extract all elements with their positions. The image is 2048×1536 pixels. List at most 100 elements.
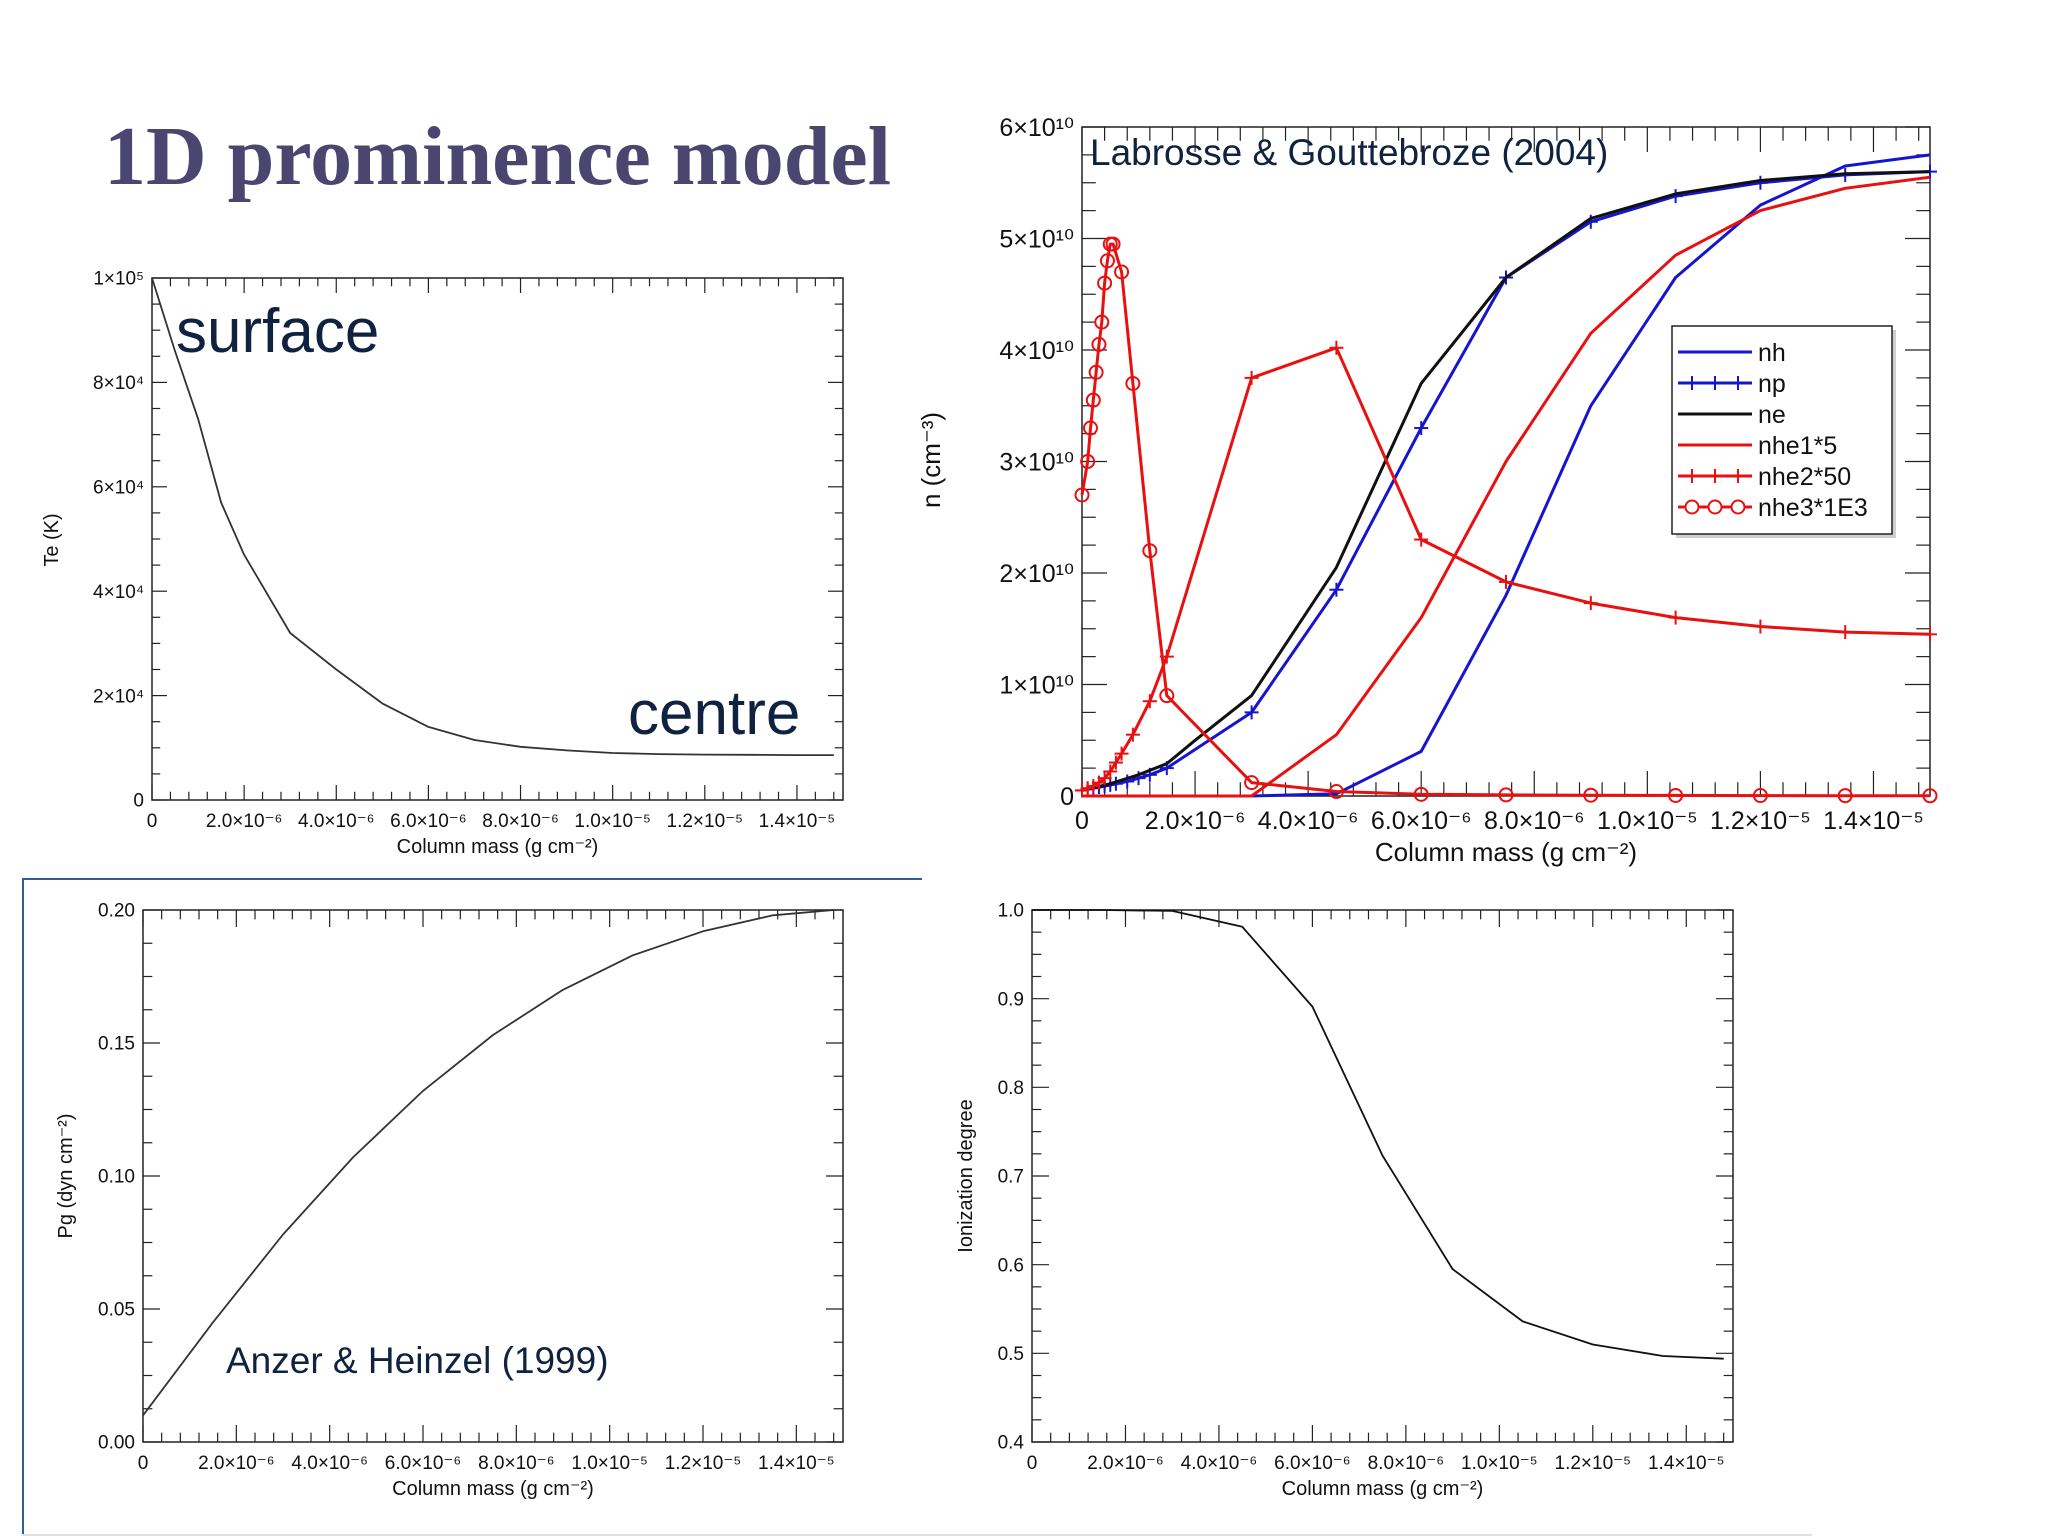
ionization-y-tick-label: 0.8	[998, 1078, 1024, 1099]
densities-x-tick-label: 6.0×10⁻⁶	[1371, 807, 1472, 835]
densities-series-nhe3*1E3-point	[1094, 314, 1110, 330]
densities-y-tick-label: 2×10¹⁰	[999, 560, 1074, 588]
temperature-x-tick-label: 8.0×10⁻⁶	[482, 811, 559, 832]
section-frame	[22, 878, 922, 1536]
temperature-y-tick-label: 0	[133, 791, 144, 812]
densities-x-tick-label: 1.2×10⁻⁵	[1710, 807, 1811, 835]
densities-series-nhe1*5-line	[1082, 175, 1931, 798]
annotation-anzer-heinzel: Anzer & Heinzel (1999)	[226, 1340, 609, 1381]
densities-series-nhe3*1E3-point	[1413, 786, 1429, 802]
densities-series-nhe2*50-point	[1244, 370, 1259, 385]
legend-item-np: np	[1678, 370, 1786, 398]
densities-y-tick-label: 6×10¹⁰	[999, 114, 1074, 142]
densities-series-nhe3*1E3-point	[1244, 775, 1260, 791]
legend-label-nh: nh	[1758, 339, 1786, 367]
temperature-series-0-line	[151, 277, 834, 756]
densities-series-nhe3*1E3-point	[1088, 364, 1104, 380]
densities-series-nhe3*1E3-point	[1837, 788, 1853, 804]
densities-series-nhe2*50-point	[1583, 596, 1598, 611]
ionization-x-tick-label: 1.0×10⁻⁵	[1461, 1453, 1538, 1474]
legend-label-nhe1*5: nhe1*5	[1758, 432, 1837, 460]
annotation-surface: surface	[176, 297, 379, 366]
bottom-rule	[22, 1534, 1812, 1536]
densities-series-nhe3*1E3-line	[1080, 242, 1931, 798]
temperature-x-tick-label: 2.0×10⁻⁶	[206, 811, 283, 832]
temperature-y-tick-label: 2×10⁴	[93, 686, 144, 707]
ionization-y-tick-label: 0.5	[998, 1344, 1024, 1365]
densities-series-nhe3*1E3-point	[1082, 420, 1098, 436]
densities-series-nhe2*50-point	[1125, 727, 1140, 742]
pressure-x-tick-label: 2.0×10⁻⁶	[198, 1453, 275, 1474]
ionization-y-axis-label: Ionization degree	[955, 1099, 977, 1252]
densities-series-nhe2*50-point	[1414, 532, 1429, 547]
temperature-x-tick-label: 6.0×10⁻⁶	[390, 811, 467, 832]
densities-series-nhe2*50-point	[1108, 755, 1123, 770]
pressure-y-tick-label: 0.05	[98, 1300, 135, 1321]
densities-series-nhe3*1E3-point	[1668, 787, 1684, 803]
ionization-y-tick-label: 0.7	[998, 1167, 1024, 1188]
densities-series-nhe2*50-point	[1499, 574, 1513, 589]
densities-x-tick-label: 4.0×10⁻⁶	[1258, 807, 1359, 835]
densities-x-axis-label: Column mass (g cm⁻²)	[1375, 837, 1637, 867]
ionization-x-axis-label: Column mass (g cm⁻²)	[1282, 1478, 1484, 1500]
densities-series-ne-line	[1081, 170, 1931, 792]
legend-label-ne: ne	[1758, 401, 1786, 429]
pressure-x-axis-label: Column mass (g cm⁻²)	[392, 1478, 594, 1500]
pressure-y-tick-label: 0.15	[98, 1034, 135, 1055]
legend-label-nhe2*50: nhe2*50	[1758, 463, 1851, 491]
legend-label-nhe3*1E3: nhe3*1E3	[1758, 494, 1868, 522]
temperature-y-tick-label: 4×10⁴	[93, 582, 144, 603]
densities-x-tick-label: 0	[1075, 807, 1089, 835]
densities-series-nhe3*1E3-point	[1328, 784, 1344, 800]
ionization-x-tick-label: 6.0×10⁻⁶	[1274, 1453, 1351, 1474]
densities-series-nhe2*50-point	[1753, 619, 1768, 634]
temperature-y-tick-label: 8×10⁴	[93, 373, 144, 394]
slide-title: 1D prominence model	[104, 110, 892, 203]
temperature-x-tick-label: 1.0×10⁻⁵	[574, 811, 651, 832]
legend-item-nhe3*1E3: nhe3*1E3	[1678, 494, 1868, 522]
ionization-x-tick-label: 2.0×10⁻⁶	[1087, 1453, 1164, 1474]
densities-y-tick-label: 0	[1060, 783, 1074, 811]
temperature-x-tick-label: 1.2×10⁻⁵	[667, 811, 744, 832]
densities-series-np-point	[1414, 421, 1429, 436]
densities-series-nhe3*1E3-point	[1085, 392, 1101, 408]
densities-series-nhe3*1E3-point	[1752, 788, 1768, 804]
ionization-plot-frame	[1031, 909, 1734, 1443]
densities-series-np-point	[1329, 582, 1344, 597]
ionization-x-tick-label: 1.4×10⁻⁵	[1648, 1453, 1725, 1474]
densities-series-nhe3*1E3-point	[1091, 336, 1107, 352]
densities-series-nhe3*1E3-point	[1099, 253, 1115, 269]
pressure-x-tick-label: 0	[138, 1453, 149, 1474]
density-legend: nh np ne nhe1*5 nhe2*50 nhe3*1E3	[1671, 325, 1896, 538]
ionization-x-tick-label: 4.0×10⁻⁶	[1181, 1453, 1258, 1474]
densities-series-nhe3*1E3-point	[1080, 454, 1096, 469]
densities-series-nhe3*1E3-point	[1114, 264, 1130, 280]
densities-series-nhe2*50-point	[1142, 694, 1157, 709]
densities-x-tick-label: 1.4×10⁻⁵	[1823, 807, 1924, 835]
pressure-x-tick-label: 6.0×10⁻⁶	[385, 1453, 462, 1474]
pressure-y-tick-label: 0.20	[98, 901, 135, 922]
density-legend-box	[1671, 325, 1893, 535]
densities-x-tick-label: 1.0×10⁻⁵	[1597, 807, 1698, 835]
pressure-y-tick-label: 0.00	[98, 1433, 135, 1454]
temperature-y-tick-label: 6×10⁴	[93, 477, 144, 498]
densities-y-axis-label: n (cm⁻³)	[916, 412, 946, 508]
ionization-y-tick-label: 0.6	[998, 1255, 1024, 1276]
legend-item-ne: ne	[1678, 401, 1786, 429]
densities-series-nh-line	[1082, 153, 1931, 798]
densities-series-nhe3*1E3-point	[1583, 787, 1599, 803]
densities-series-nhe3*1E3-point	[1922, 788, 1938, 804]
temperature-x-tick-label: 4.0×10⁻⁶	[298, 811, 375, 832]
ionization-y-tick-label: 0.9	[998, 989, 1024, 1010]
pressure-x-tick-label: 4.0×10⁻⁶	[291, 1453, 368, 1474]
densities-x-tick-label: 2.0×10⁻⁶	[1145, 807, 1246, 835]
densities-series-nhe2*50-point	[1838, 625, 1853, 640]
densities-x-tick-label: 8.0×10⁻⁶	[1484, 807, 1585, 835]
densities-series-nhe3*1E3-point	[1498, 787, 1514, 803]
pressure-y-tick-label: 0.10	[98, 1167, 135, 1188]
temperature-x-tick-label: 1.4×10⁻⁵	[759, 811, 836, 832]
ionization-series-0-line	[1032, 909, 1724, 1360]
